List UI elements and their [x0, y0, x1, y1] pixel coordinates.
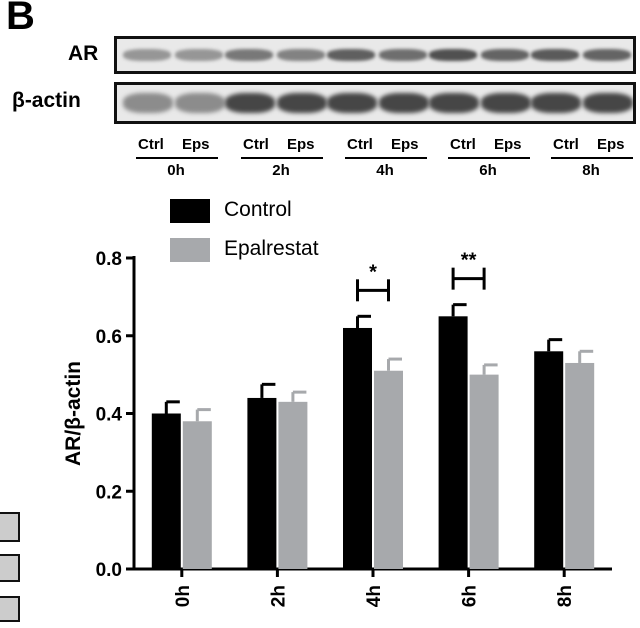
bar-control — [151, 413, 181, 569]
time-point-underline — [345, 157, 427, 159]
adjacent-panel-blot-fragment — [0, 596, 20, 622]
x-tick-label: 6h — [460, 585, 481, 607]
legend-swatch-epalrestat — [170, 238, 210, 262]
blot-label-ar: AR — [68, 42, 99, 65]
beta-actin-band — [379, 93, 429, 113]
beta-actin-band — [429, 93, 479, 113]
ar-band — [327, 49, 375, 61]
bar-epalrestat — [565, 362, 595, 569]
time-point-label: 8h — [582, 162, 600, 179]
lane-label: Eps — [391, 136, 419, 153]
bar-epalrestat — [278, 401, 308, 569]
bar-control — [247, 397, 277, 569]
legend-swatch-control — [170, 199, 210, 223]
y-axis-label: AR/β-actin — [62, 361, 85, 466]
significance-label: ** — [461, 250, 477, 272]
ar-band — [429, 49, 477, 61]
ar-band — [583, 49, 631, 61]
y-tick-label: 0.8 — [96, 249, 122, 270]
panel-letter: B — [6, 0, 35, 38]
y-tick-label: 0.0 — [96, 560, 122, 581]
beta-actin-band — [583, 93, 633, 113]
lane-label: Ctrl — [553, 136, 579, 153]
time-point-label: 6h — [479, 162, 497, 179]
beta-actin-band — [531, 93, 581, 113]
x-tick-label: 4h — [364, 585, 385, 607]
y-tick-label: 0.4 — [96, 405, 123, 426]
ar-band — [123, 49, 171, 61]
bar-control — [534, 351, 564, 569]
lane-label: Eps — [287, 136, 315, 153]
legend-label-control: Control — [224, 198, 292, 221]
bar-control — [438, 316, 468, 569]
blot-image-ar — [114, 36, 636, 74]
time-point-underline — [551, 157, 633, 159]
time-point-underline — [241, 157, 323, 159]
ar-band — [277, 49, 325, 61]
y-tick-label: 0.6 — [96, 327, 122, 348]
beta-actin-band — [327, 93, 377, 113]
beta-actin-band — [481, 93, 531, 113]
x-tick-label: 2h — [268, 585, 289, 607]
ar-band — [175, 49, 223, 61]
beta-actin-band — [277, 93, 327, 113]
time-point-label: 4h — [376, 162, 394, 179]
time-point-underline — [448, 157, 530, 159]
lane-label: Ctrl — [138, 136, 164, 153]
bar-epalrestat — [182, 421, 212, 569]
lane-label: Eps — [494, 136, 522, 153]
lane-label: Ctrl — [347, 136, 373, 153]
y-tick-label: 0.2 — [96, 482, 122, 503]
x-tick-label: 8h — [555, 585, 576, 607]
ar-band — [481, 49, 529, 61]
time-point-underline — [136, 157, 218, 159]
blot-label-beta-actin: β-actin — [12, 89, 81, 112]
beta-actin-band — [175, 93, 225, 113]
lane-label: Ctrl — [450, 136, 476, 153]
significance-label: * — [369, 261, 377, 283]
blot-image-beta-actin — [114, 82, 636, 124]
x-tick-label: 0h — [173, 585, 194, 607]
ar-band — [379, 49, 427, 61]
beta-actin-band — [123, 93, 173, 113]
bar-epalrestat — [374, 370, 403, 569]
bar-epalrestat — [469, 374, 499, 569]
ar-band — [225, 49, 273, 61]
beta-actin-band — [225, 93, 275, 113]
time-point-label: 2h — [272, 162, 290, 179]
bar-control — [343, 327, 372, 569]
adjacent-panel-blot-fragment — [0, 512, 20, 542]
ar-band — [531, 49, 579, 61]
lane-label: Eps — [597, 136, 625, 153]
adjacent-panel-blot-fragment — [0, 554, 20, 582]
legend-label-epalrestat: Epalrestat — [224, 237, 319, 260]
lane-label: Ctrl — [243, 136, 269, 153]
time-point-label: 0h — [167, 162, 185, 179]
lane-label: Eps — [182, 136, 210, 153]
